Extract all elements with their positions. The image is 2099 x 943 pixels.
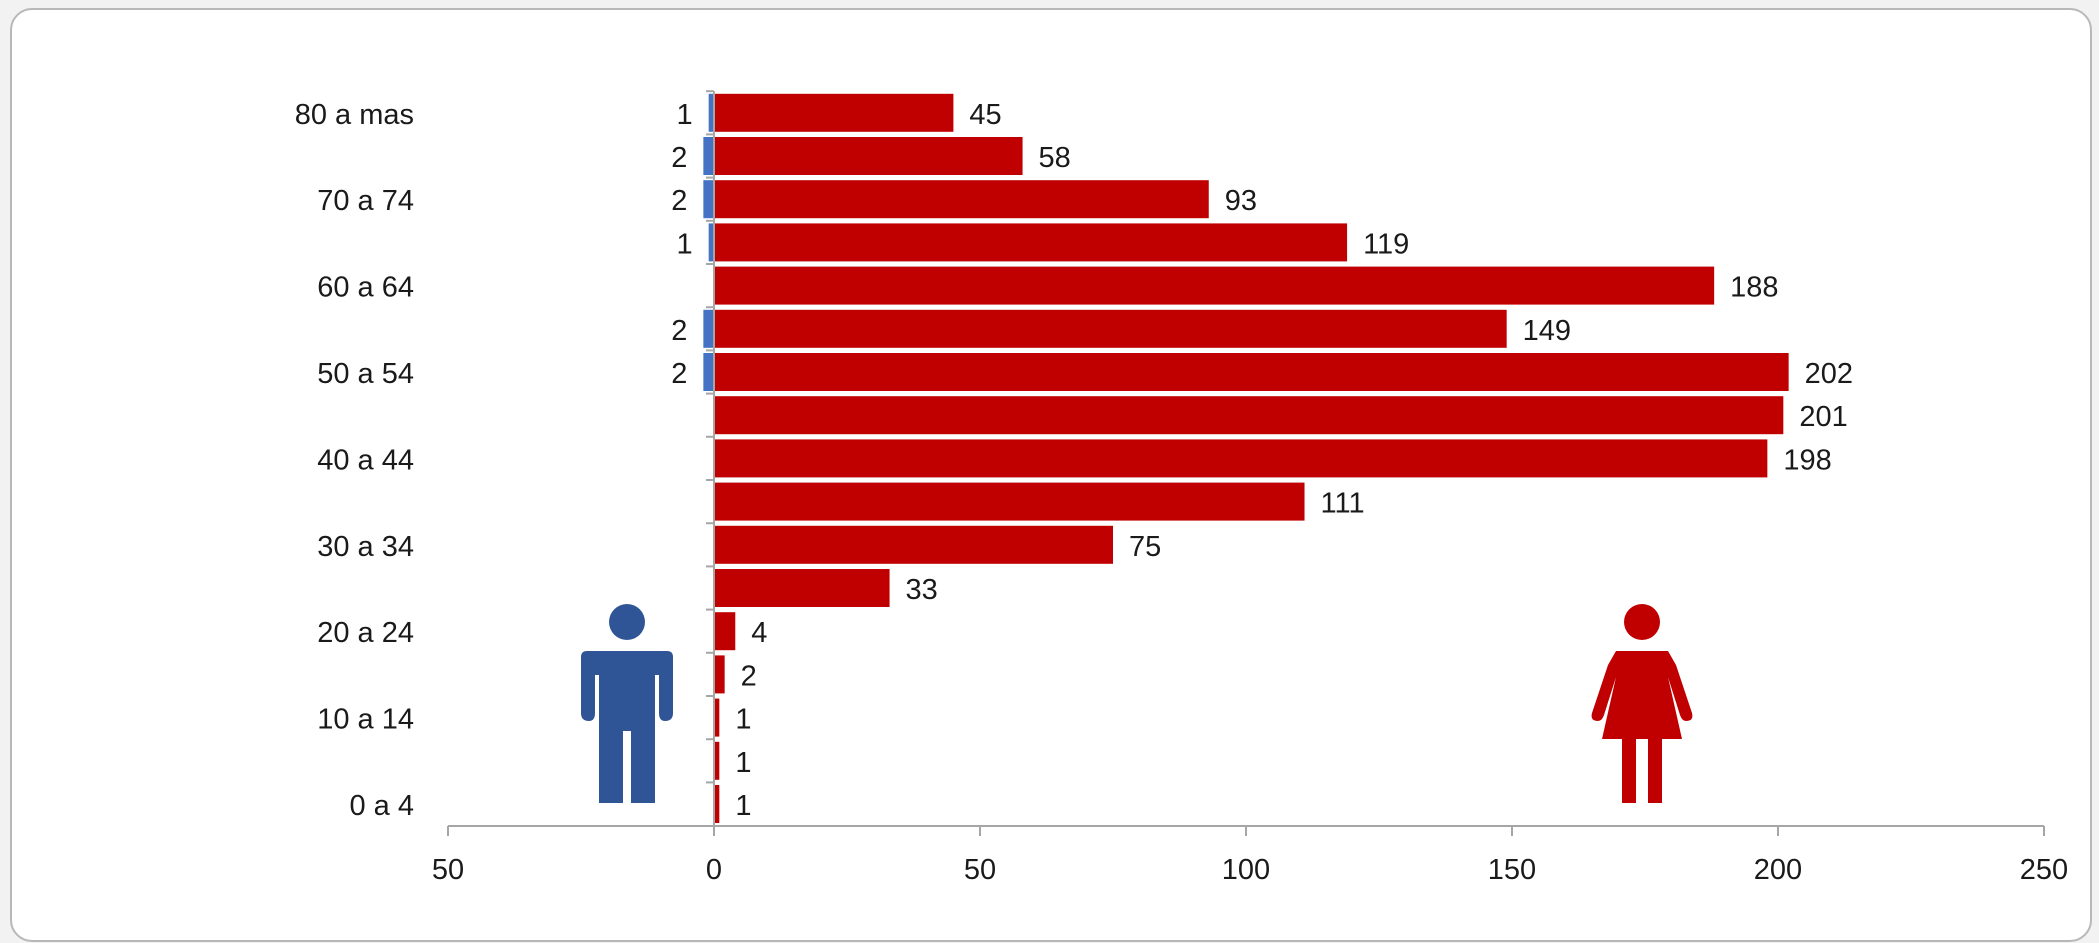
bar-male-70-a-74 xyxy=(703,180,714,219)
bar-female-60-a-64 xyxy=(714,266,1715,305)
value-label-female: 33 xyxy=(906,574,938,606)
bar-female-25-a-29 xyxy=(714,569,890,607)
x-tick-label: 100 xyxy=(1222,854,1270,886)
category-label: 70 a 74 xyxy=(317,185,414,217)
x-tick-label: 150 xyxy=(1488,854,1536,886)
bar-female-5-a-9 xyxy=(714,741,720,780)
value-label-female: 119 xyxy=(1363,228,1409,260)
x-axis: 50 0 50 100 150 200 250 xyxy=(432,90,2068,886)
value-label-male: 2 xyxy=(671,358,687,390)
category-label: 10 a 14 xyxy=(317,704,414,736)
x-tick-label: 50 xyxy=(432,854,464,886)
value-label-female: 202 xyxy=(1805,358,1853,390)
value-label-female: 93 xyxy=(1225,185,1257,217)
bar-female-35-a-39 xyxy=(714,482,1305,521)
bar-female-70-a-74 xyxy=(714,180,1209,219)
value-label-male: 1 xyxy=(677,99,693,131)
value-label-male: 1 xyxy=(677,228,693,260)
x-tick-label: 250 xyxy=(2020,854,2068,886)
value-label-female: 45 xyxy=(969,99,1001,131)
value-label-female: 58 xyxy=(1039,142,1071,174)
x-tick-label: 0 xyxy=(706,854,722,886)
value-label-female: 149 xyxy=(1523,315,1571,347)
category-label: 0 a 4 xyxy=(350,790,415,822)
value-label-female: 201 xyxy=(1799,401,1847,433)
bar-female-80-a-mas xyxy=(714,93,954,132)
bar-female-40-a-44 xyxy=(714,439,1768,478)
bars-layer xyxy=(703,93,1789,823)
category-label: 60 a 64 xyxy=(317,272,414,304)
x-tick-label: 200 xyxy=(1754,854,1802,886)
icons-layer xyxy=(581,604,1693,803)
value-label-male: 2 xyxy=(671,315,687,347)
value-label-female: 2 xyxy=(741,660,757,692)
value-label-female: 1 xyxy=(735,790,751,822)
bar-female-10-a-14 xyxy=(714,698,720,737)
bar-male-65-a-69 xyxy=(708,223,714,262)
value-label-female: 111 xyxy=(1321,488,1365,520)
bar-female-55-a-59 xyxy=(714,309,1507,348)
category-label: 50 a 54 xyxy=(317,358,414,390)
bar-female-30-a-34 xyxy=(714,525,1113,564)
bar-male-55-a-59 xyxy=(703,309,714,348)
value-label-male: 2 xyxy=(671,142,687,174)
value-label-female: 188 xyxy=(1730,272,1778,304)
bar-female-45-a-49 xyxy=(714,396,1784,435)
category-label: 80 a mas xyxy=(295,99,414,131)
bar-female-50-a-54 xyxy=(714,353,1789,391)
male-person-icon xyxy=(581,604,673,803)
bar-male-80-a-mas xyxy=(708,93,714,132)
bar-female-20-a-24 xyxy=(714,612,736,651)
bar-female-75-a-79 xyxy=(714,137,1023,175)
value-label-male: 2 xyxy=(671,185,687,217)
bar-female-0-a-4 xyxy=(714,785,720,823)
bar-male-75-a-79 xyxy=(703,137,714,175)
category-label: 20 a 24 xyxy=(317,617,414,649)
bar-female-15-a-19 xyxy=(714,655,725,694)
value-label-female: 1 xyxy=(735,747,751,779)
value-label-female: 4 xyxy=(751,617,767,649)
bar-male-50-a-54 xyxy=(703,353,714,391)
x-tick-label: 50 xyxy=(964,854,996,886)
value-label-female: 198 xyxy=(1783,444,1831,476)
value-label-female: 75 xyxy=(1129,531,1161,563)
category-label: 40 a 44 xyxy=(317,444,414,476)
category-label: 30 a 34 xyxy=(317,531,414,563)
value-label-female: 1 xyxy=(735,704,751,736)
bar-female-65-a-69 xyxy=(714,223,1348,262)
female-person-icon xyxy=(1591,604,1693,803)
